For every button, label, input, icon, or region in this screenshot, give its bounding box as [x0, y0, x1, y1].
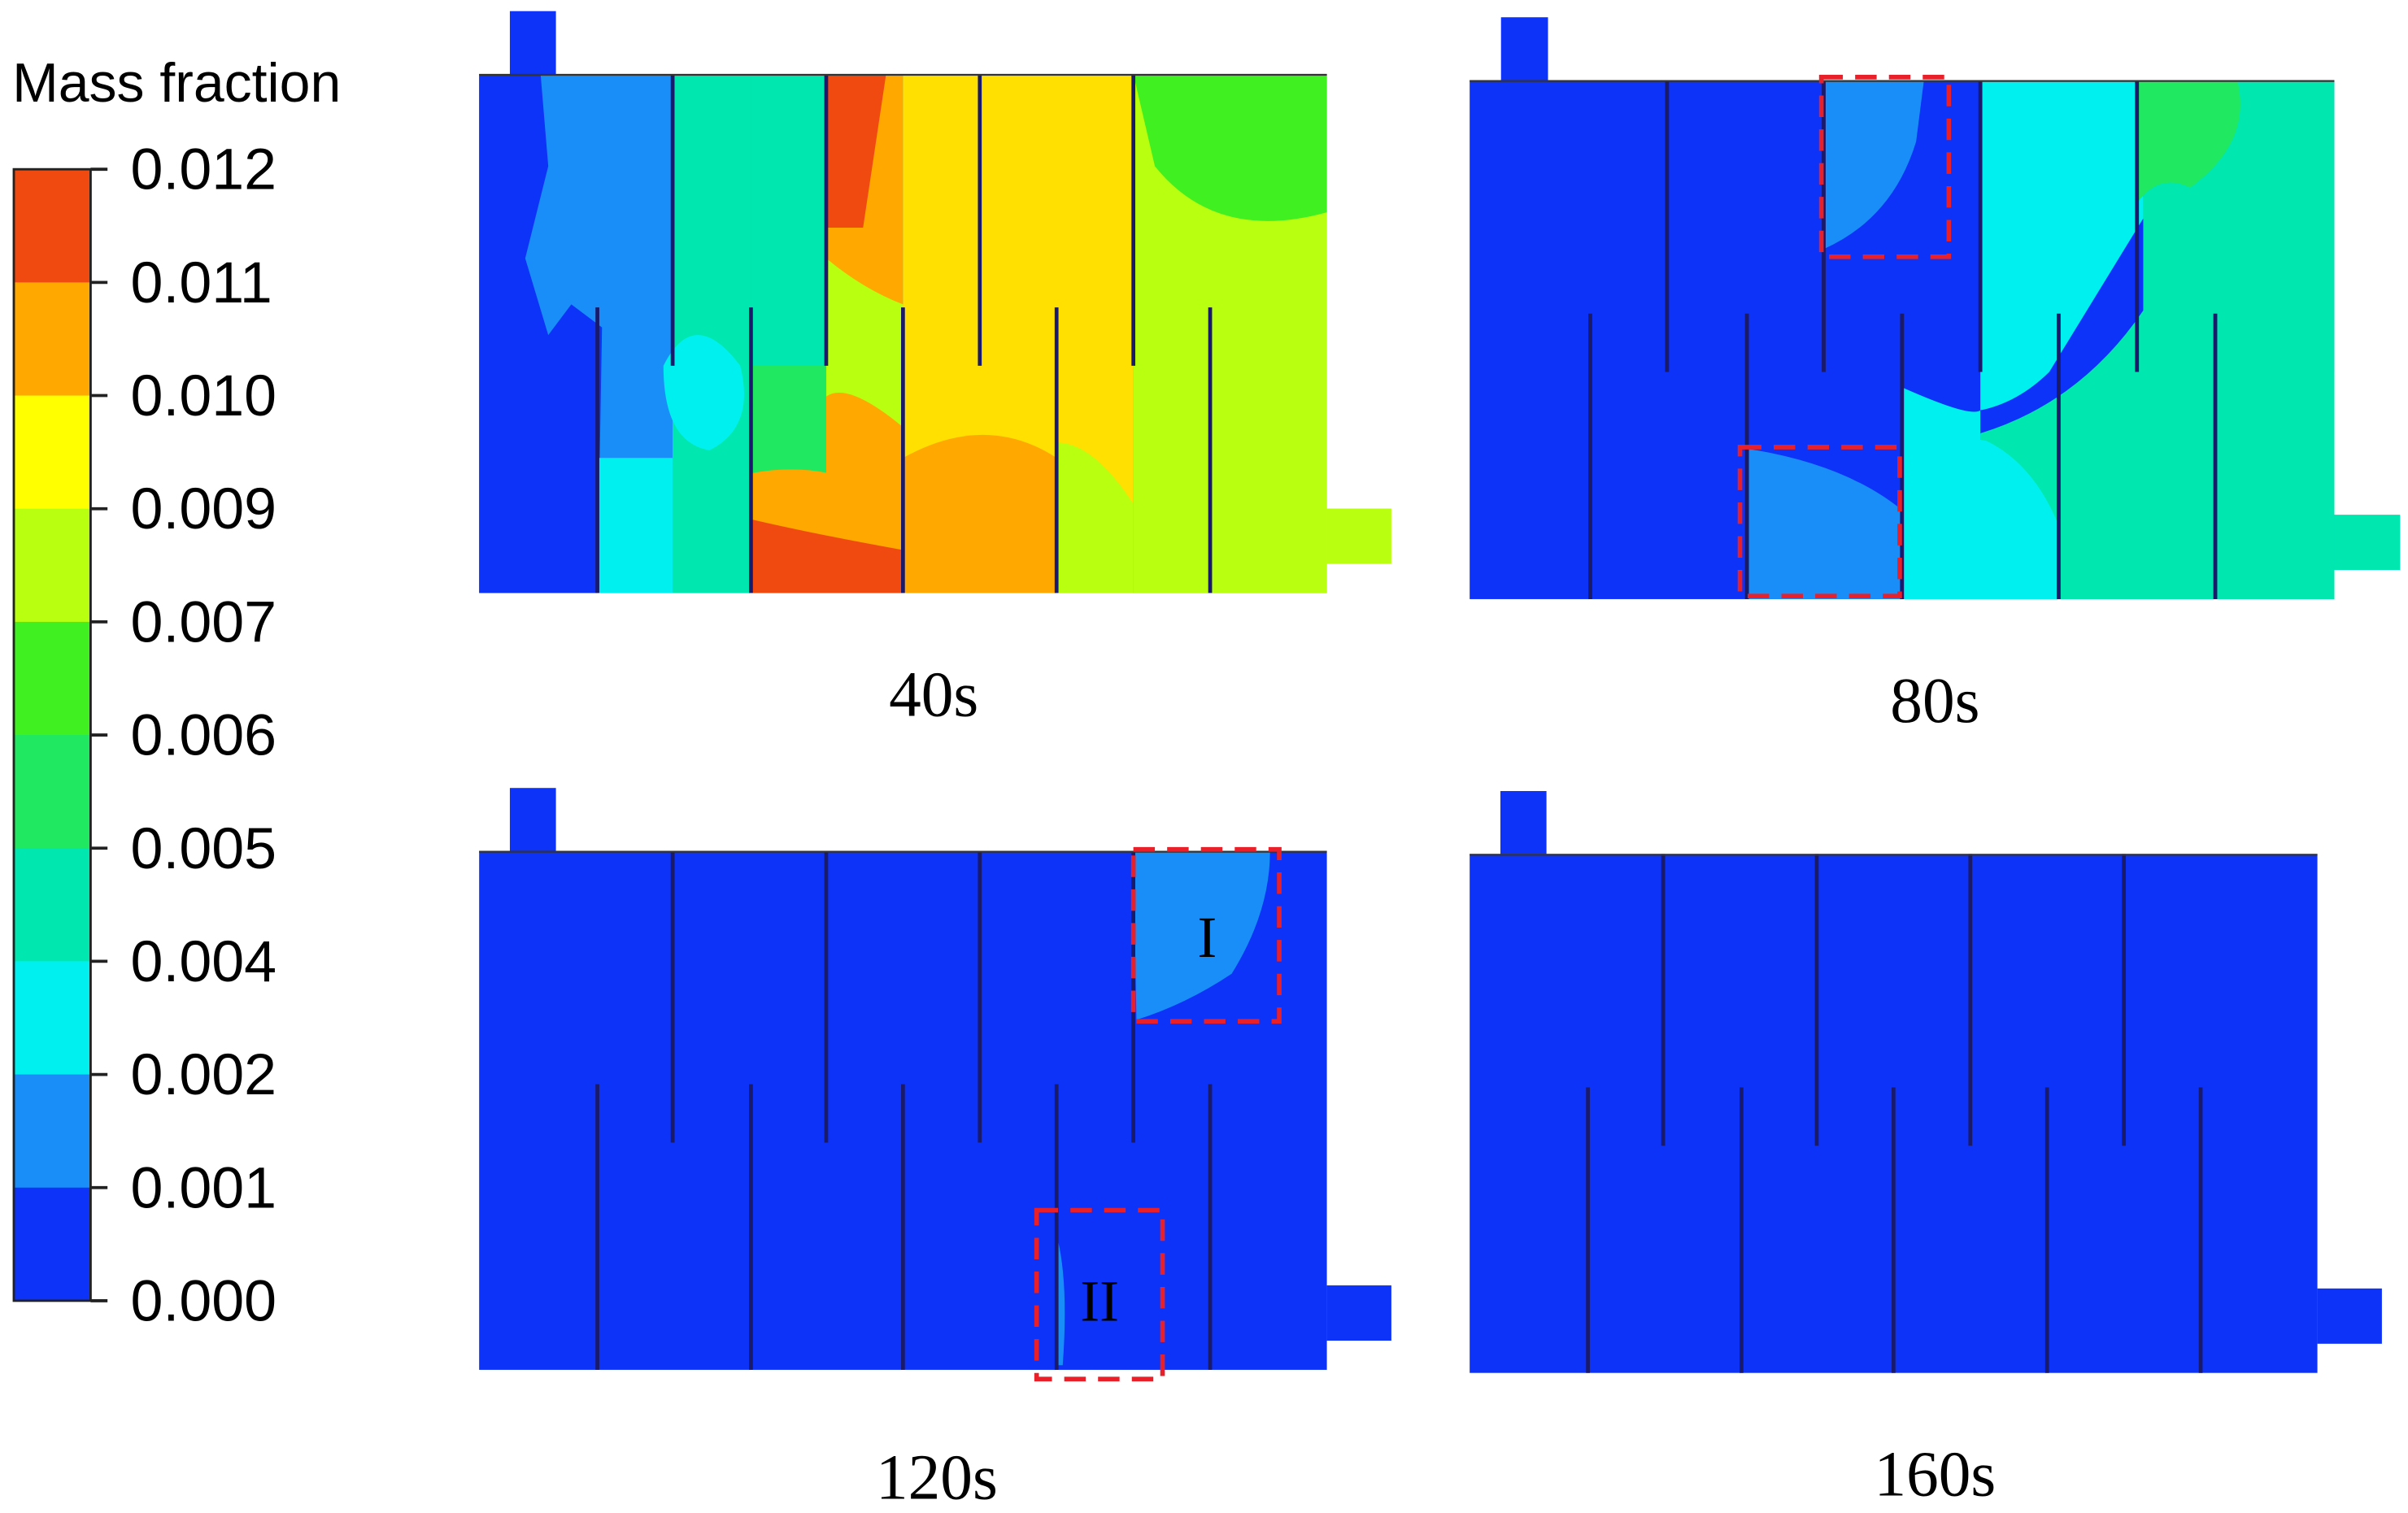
colorbar-tick-label: 0.011: [131, 250, 272, 315]
colorbar-tick-label: 0.009: [131, 476, 277, 541]
colorbar-tick-label: 0.010: [131, 363, 277, 428]
legend-title: Mass fraction: [12, 52, 341, 114]
panel-label: 120s: [876, 1442, 998, 1513]
colorbar-tick-label: 0.005: [131, 816, 277, 881]
colorbar-tick-label: 0.000: [131, 1268, 277, 1333]
highlight-box: [1737, 445, 1902, 598]
highlight-box: [1818, 75, 1952, 259]
highlight-box: [1130, 846, 1282, 1024]
colorbar-tick-label: 0.006: [131, 703, 277, 768]
colorbar-band: [13, 735, 91, 850]
annotation: II: [1080, 1268, 1119, 1333]
colorbar-tick-label: 0.001: [131, 1155, 277, 1220]
panel-label: 40s: [889, 659, 978, 730]
panel-label: 160s: [1874, 1439, 1996, 1511]
colorbar-band: [13, 282, 91, 397]
panel-80s: [1470, 17, 2401, 599]
colorbar-band: [13, 961, 91, 1076]
colorbar-tick-label: 0.007: [131, 589, 277, 654]
panel-label: 80s: [1890, 665, 1979, 737]
colorbar-band: [13, 395, 91, 510]
colorbar-band: [13, 1074, 91, 1189]
colorbar-band: [13, 621, 91, 737]
colorbar-tick-label: 0.002: [131, 1042, 277, 1107]
colorbar-band: [13, 848, 91, 963]
colorbar: 0.012 0.011 0.010 0.009 0.007 0.006 0.005 0.004…: [12, 137, 277, 1333]
colorbar-tick-label: 0.012: [131, 137, 277, 202]
panel-160s: [1470, 790, 2382, 1373]
panel-40s: [479, 11, 1391, 593]
annotation: I: [1197, 905, 1217, 970]
highlight-box: [1034, 1207, 1165, 1382]
colorbar-band: [13, 1187, 91, 1302]
colorbar-tick-label: 0.004: [131, 929, 277, 994]
colorbar-band: [13, 169, 91, 284]
colorbar-band: [13, 508, 91, 623]
panel-120s: [479, 788, 1391, 1370]
